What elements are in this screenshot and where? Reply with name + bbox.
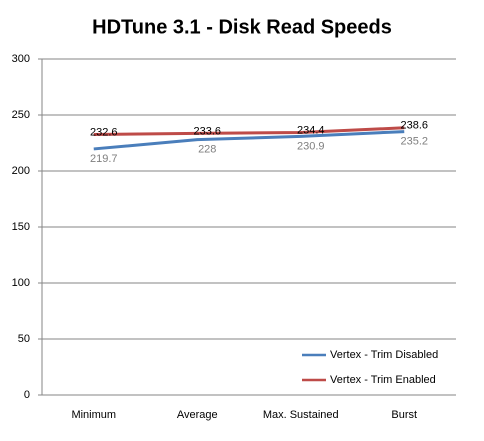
legend-label: Vertex - Trim Enabled	[330, 374, 436, 386]
data-label: 219.7	[90, 153, 118, 165]
data-label: 232.6	[90, 126, 118, 138]
data-label: 238.6	[400, 120, 428, 132]
x-tick-label: Minimum	[71, 409, 116, 421]
y-tick-label: 100	[12, 277, 30, 289]
x-tick-label: Average	[177, 409, 218, 421]
data-label: 228	[198, 144, 216, 156]
data-label: 230.9	[297, 140, 325, 152]
x-tick-label: Burst	[391, 409, 417, 421]
y-tick-label: 50	[18, 333, 30, 345]
data-label: 233.6	[193, 125, 221, 137]
y-tick-label: 250	[12, 109, 30, 121]
y-tick-label: 200	[12, 165, 30, 177]
series-line	[93, 130, 405, 151]
y-tick-label: 150	[12, 221, 30, 233]
x-tick-label: Max. Sustained	[263, 409, 339, 421]
legend-label: Vertex - Trim Disabled	[330, 349, 438, 361]
series-line	[93, 126, 405, 136]
chart-title: HDTune 3.1 - Disk Read Speeds	[92, 16, 392, 38]
data-label: 235.2	[400, 135, 428, 147]
y-tick-label: 0	[24, 389, 30, 401]
y-tick-label: 300	[12, 53, 30, 65]
data-label: 234.4	[297, 124, 325, 136]
